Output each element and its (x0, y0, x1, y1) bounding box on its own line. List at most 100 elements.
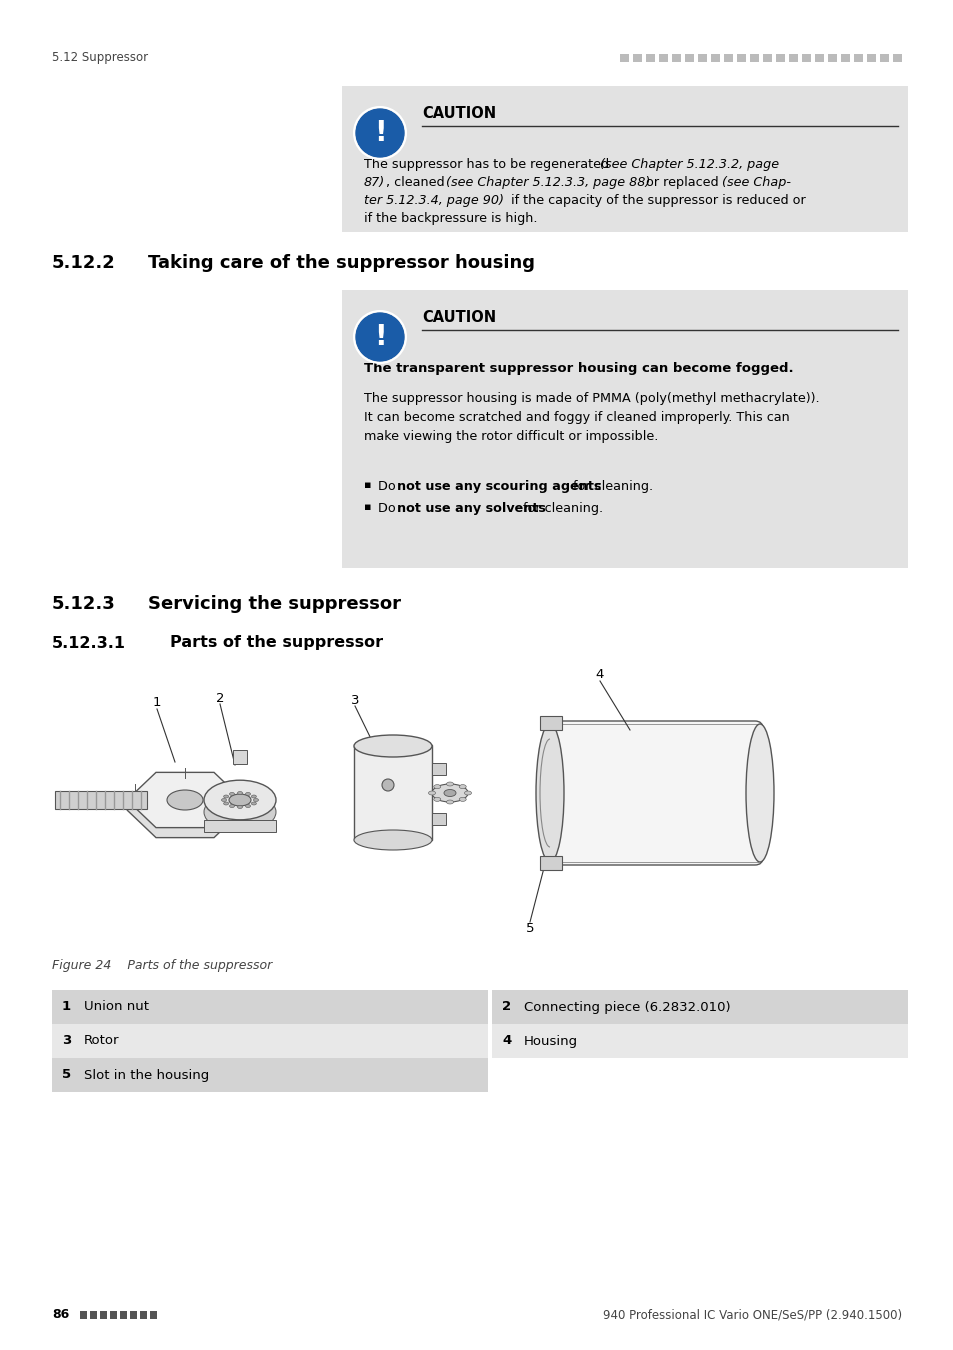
Ellipse shape (446, 782, 453, 786)
FancyBboxPatch shape (879, 54, 888, 62)
FancyBboxPatch shape (52, 1025, 488, 1058)
FancyBboxPatch shape (432, 813, 446, 825)
Text: Rotor: Rotor (84, 1034, 119, 1048)
FancyBboxPatch shape (737, 54, 745, 62)
Text: 3: 3 (351, 694, 359, 706)
FancyBboxPatch shape (645, 54, 655, 62)
Circle shape (355, 109, 403, 157)
FancyBboxPatch shape (341, 290, 907, 568)
FancyBboxPatch shape (130, 1311, 137, 1319)
Text: , cleaned: , cleaned (386, 176, 448, 189)
Ellipse shape (223, 802, 229, 805)
Ellipse shape (245, 792, 251, 795)
Text: Slot in the housing: Slot in the housing (84, 1068, 209, 1081)
Ellipse shape (443, 790, 456, 796)
FancyBboxPatch shape (827, 54, 836, 62)
FancyBboxPatch shape (659, 54, 667, 62)
Text: 4: 4 (596, 668, 603, 682)
Text: 1: 1 (62, 1000, 71, 1014)
Circle shape (381, 779, 394, 791)
FancyBboxPatch shape (539, 716, 561, 730)
Ellipse shape (237, 806, 242, 809)
FancyBboxPatch shape (546, 721, 762, 865)
FancyBboxPatch shape (52, 990, 488, 1025)
Text: (see Chapter 5.12.3.3, page 88): (see Chapter 5.12.3.3, page 88) (446, 176, 650, 189)
Ellipse shape (167, 790, 203, 810)
Text: 5: 5 (525, 922, 534, 934)
Text: Parts of the suppressor: Parts of the suppressor (170, 636, 383, 651)
Text: CAUTION: CAUTION (421, 107, 496, 122)
Text: not use any scouring agents: not use any scouring agents (396, 481, 600, 493)
Text: CAUTION: CAUTION (421, 310, 496, 325)
FancyBboxPatch shape (671, 54, 680, 62)
Ellipse shape (354, 830, 432, 850)
Text: ▪: ▪ (364, 481, 371, 490)
Text: 940 Professional IC Vario ONE/SeS/PP (2.940.1500): 940 Professional IC Vario ONE/SeS/PP (2.… (602, 1308, 901, 1322)
Ellipse shape (432, 784, 468, 802)
FancyBboxPatch shape (853, 54, 862, 62)
Text: ▪: ▪ (364, 502, 371, 512)
Text: The suppressor has to be regenerated: The suppressor has to be regenerated (364, 158, 613, 171)
Text: !: ! (374, 119, 386, 147)
Text: Figure 24    Parts of the suppressor: Figure 24 Parts of the suppressor (52, 958, 272, 972)
Text: The transparent suppressor housing can become fogged.: The transparent suppressor housing can b… (364, 362, 793, 375)
FancyBboxPatch shape (801, 54, 810, 62)
FancyBboxPatch shape (762, 54, 771, 62)
FancyBboxPatch shape (749, 54, 759, 62)
Ellipse shape (458, 798, 466, 802)
Text: 1: 1 (152, 697, 161, 710)
Text: 4: 4 (501, 1034, 511, 1048)
FancyBboxPatch shape (432, 763, 446, 775)
Text: The suppressor housing is made of PMMA (poly(methyl methacrylate)).
It can becom: The suppressor housing is made of PMMA (… (364, 392, 819, 443)
Ellipse shape (204, 780, 275, 819)
FancyBboxPatch shape (204, 819, 275, 832)
FancyBboxPatch shape (619, 54, 628, 62)
Text: 5.12 Suppressor: 5.12 Suppressor (52, 51, 148, 65)
FancyBboxPatch shape (684, 54, 693, 62)
Ellipse shape (253, 798, 258, 802)
Ellipse shape (230, 792, 234, 795)
FancyBboxPatch shape (341, 86, 907, 232)
FancyBboxPatch shape (539, 856, 561, 869)
Ellipse shape (245, 805, 251, 807)
FancyBboxPatch shape (120, 1311, 127, 1319)
Ellipse shape (223, 795, 229, 798)
FancyBboxPatch shape (80, 1311, 87, 1319)
FancyBboxPatch shape (52, 1058, 488, 1092)
FancyBboxPatch shape (100, 1311, 107, 1319)
FancyBboxPatch shape (354, 745, 432, 840)
Ellipse shape (745, 724, 773, 863)
Text: if the capacity of the suppressor is reduced or: if the capacity of the suppressor is red… (506, 194, 805, 207)
FancyBboxPatch shape (633, 54, 641, 62)
Ellipse shape (204, 792, 275, 832)
Text: ter 5.12.3.4, page 90): ter 5.12.3.4, page 90) (364, 194, 503, 207)
Text: or replaced: or replaced (641, 176, 721, 189)
FancyBboxPatch shape (788, 54, 797, 62)
Text: Union nut: Union nut (84, 1000, 149, 1014)
Polygon shape (127, 772, 243, 828)
Text: Taking care of the suppressor housing: Taking care of the suppressor housing (148, 254, 535, 271)
Ellipse shape (428, 791, 435, 795)
Ellipse shape (434, 798, 440, 802)
Text: 3: 3 (62, 1034, 71, 1048)
Text: !: ! (374, 323, 386, 351)
Ellipse shape (464, 791, 471, 795)
FancyBboxPatch shape (55, 791, 147, 809)
Text: for cleaning.: for cleaning. (568, 481, 653, 493)
FancyBboxPatch shape (866, 54, 875, 62)
Ellipse shape (536, 724, 563, 863)
Ellipse shape (446, 801, 453, 805)
Ellipse shape (237, 791, 242, 795)
FancyBboxPatch shape (723, 54, 732, 62)
Text: not use any solvents: not use any solvents (396, 502, 545, 514)
Text: Do: Do (377, 502, 399, 514)
FancyBboxPatch shape (892, 54, 901, 62)
FancyBboxPatch shape (492, 990, 907, 1025)
Text: (see Chapter 5.12.3.2, page: (see Chapter 5.12.3.2, page (599, 158, 779, 171)
Text: Connecting piece (6.2832.010): Connecting piece (6.2832.010) (523, 1000, 730, 1014)
Text: for cleaning.: for cleaning. (518, 502, 602, 514)
Ellipse shape (230, 805, 234, 807)
Ellipse shape (354, 734, 432, 757)
Text: 5.12.2: 5.12.2 (52, 254, 115, 271)
FancyBboxPatch shape (140, 1311, 147, 1319)
